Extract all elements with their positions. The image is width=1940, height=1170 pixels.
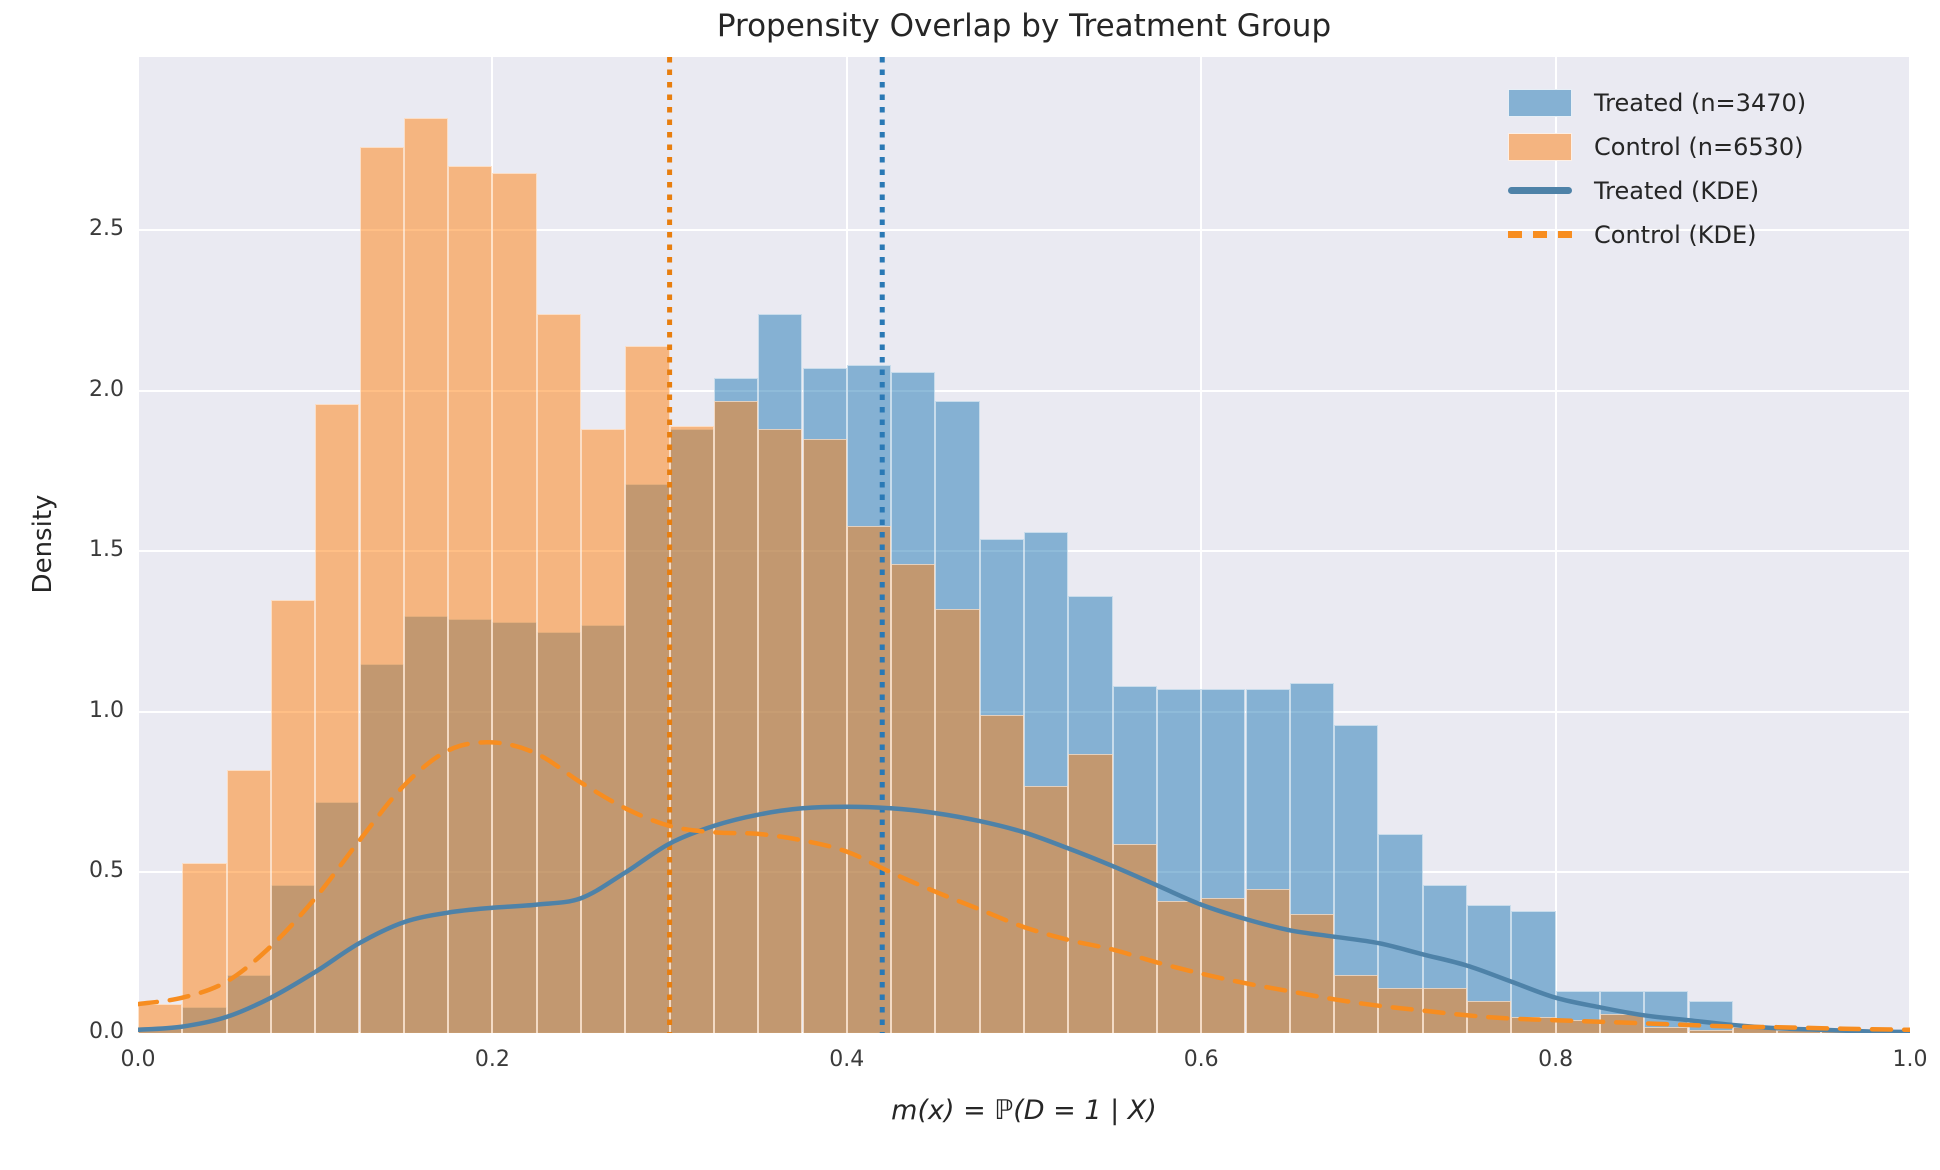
hist-bar-control bbox=[182, 862, 227, 1033]
chart-title: Propensity Overlap by Treatment Group bbox=[716, 8, 1332, 44]
hist-bar-control bbox=[1511, 1016, 1556, 1033]
hist-bar-control bbox=[846, 525, 892, 1033]
hist-bar-control bbox=[1467, 1000, 1512, 1033]
hist-bar-control bbox=[758, 429, 803, 1033]
hist-bar-control bbox=[270, 599, 316, 1033]
hist-bar-control bbox=[536, 313, 581, 1033]
hist-bar-control bbox=[1777, 1029, 1822, 1033]
hist-bar-control bbox=[1289, 914, 1335, 1033]
hist-bar-control bbox=[359, 146, 404, 1033]
x-gridline bbox=[1909, 57, 1911, 1033]
hist-bar-control bbox=[1334, 975, 1379, 1033]
y-gridline bbox=[138, 389, 1910, 392]
x-tick-label: 0.6 bbox=[1183, 1047, 1219, 1072]
x-tick-label: 0.0 bbox=[120, 1047, 156, 1072]
y-gridline bbox=[138, 229, 1910, 232]
hist-bar-control bbox=[448, 166, 493, 1033]
hist-bar-control bbox=[226, 769, 271, 1033]
y-tick-label: 0.0 bbox=[89, 1019, 124, 1044]
hist-bar-control bbox=[1112, 843, 1157, 1033]
x-gridline bbox=[1554, 57, 1557, 1033]
legend-label: Control (KDE) bbox=[1594, 220, 1757, 249]
y-tick-label: 1.0 bbox=[89, 697, 124, 723]
hist-bar-control bbox=[1821, 1029, 1866, 1033]
x-tick-label: 1.0 bbox=[1892, 1047, 1928, 1072]
hist-bar-control bbox=[1555, 1020, 1600, 1033]
hist-bar-control bbox=[138, 1004, 183, 1033]
legend-label: Treated (n=3470) bbox=[1594, 88, 1807, 117]
y-gridline bbox=[138, 1032, 1910, 1034]
hist-bar-control bbox=[1068, 753, 1113, 1033]
y-tick-label: 1.5 bbox=[89, 537, 124, 563]
x-axis-label: m(x) = ℙ(D = 1 | X) bbox=[891, 1095, 1157, 1126]
hist-bar-control bbox=[492, 172, 537, 1033]
hist-bar-treated bbox=[1688, 1000, 1733, 1033]
legend-item: Control (n=6530) bbox=[1508, 130, 1806, 163]
y-tick-label: 0.5 bbox=[89, 858, 124, 884]
hist-bar-control bbox=[1865, 1031, 1910, 1033]
hist-bar-control bbox=[315, 403, 360, 1033]
x-gridline bbox=[1200, 57, 1203, 1033]
x-tick-label: 0.2 bbox=[474, 1047, 510, 1072]
hist-bar-control bbox=[1156, 901, 1202, 1033]
x-gridline bbox=[137, 57, 139, 1033]
hist-bar-control bbox=[713, 400, 759, 1033]
legend-dashed-line-swatch bbox=[1508, 231, 1572, 238]
hist-bar-control bbox=[979, 715, 1024, 1033]
hist-bar-control bbox=[669, 426, 714, 1033]
legend-item: Treated (n=3470) bbox=[1508, 86, 1806, 119]
hist-bar-control bbox=[1378, 988, 1423, 1033]
hist-bar-control bbox=[1644, 1026, 1689, 1033]
legend-label: Control (n=6530) bbox=[1594, 132, 1804, 161]
hist-bar-control bbox=[1245, 888, 1290, 1033]
hist-bar-control bbox=[935, 609, 980, 1033]
x-tick-label: 0.4 bbox=[829, 1047, 865, 1072]
hist-bar-control bbox=[802, 439, 847, 1033]
hist-bar-control bbox=[1688, 1029, 1733, 1033]
hist-bar-control bbox=[1201, 898, 1246, 1033]
legend-patch-swatch bbox=[1508, 132, 1572, 161]
hist-bar-control bbox=[581, 429, 626, 1033]
hist-bar-control bbox=[1024, 785, 1069, 1033]
hist-bar-control bbox=[625, 345, 670, 1033]
legend: Treated (n=3470) Control (n=6530) Treated … bbox=[1508, 86, 1806, 251]
hist-bar-control bbox=[1732, 1026, 1778, 1033]
x-tick-label: 0.8 bbox=[1538, 1047, 1574, 1072]
hist-bar-control bbox=[1599, 1013, 1645, 1033]
legend-patch-swatch bbox=[1508, 88, 1572, 117]
hist-bar-control bbox=[1422, 988, 1467, 1033]
hist-bar-control bbox=[403, 118, 449, 1033]
y-tick-label: 2.5 bbox=[89, 216, 124, 242]
legend-label: Treated (KDE) bbox=[1594, 176, 1760, 205]
hist-bar-control bbox=[891, 564, 936, 1033]
y-tick-label: 2.0 bbox=[89, 376, 124, 402]
legend-item: Control (KDE) bbox=[1508, 218, 1806, 251]
legend-item: Treated (KDE) bbox=[1508, 174, 1806, 207]
legend-line-swatch bbox=[1508, 187, 1572, 194]
hist-bar-treated bbox=[1511, 911, 1556, 1033]
